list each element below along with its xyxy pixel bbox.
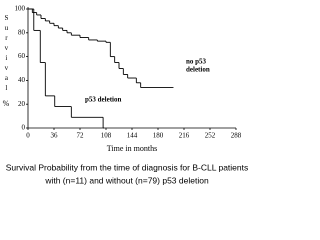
y-tick-label: 40 xyxy=(18,76,26,84)
series-label: no p53 xyxy=(186,58,207,66)
y-tick-label: 80 xyxy=(18,28,26,36)
y-axis-unit: % xyxy=(3,99,10,108)
x-tick-label: 216 xyxy=(179,132,190,140)
x-tick-label: 72 xyxy=(77,132,85,140)
y-tick-label: 60 xyxy=(18,52,26,60)
x-tick-label: 0 xyxy=(26,132,30,140)
series-label: deletion xyxy=(186,66,210,74)
x-axis-label: Time in months xyxy=(107,144,157,153)
y-axis-label: Survival xyxy=(2,14,10,94)
x-tick-label: 252 xyxy=(205,132,216,140)
caption: Survival Probability from the time of di… xyxy=(6,162,249,172)
x-tick-label: 180 xyxy=(153,132,164,140)
x-tick-label: 144 xyxy=(127,132,138,140)
caption: with (n=11) and without (n=79) p53 delet… xyxy=(44,175,209,185)
y-tick-label: 100 xyxy=(15,5,26,13)
y-tick-label: 20 xyxy=(18,100,26,108)
x-tick-label: 36 xyxy=(51,132,59,140)
x-tick-label: 108 xyxy=(101,132,112,140)
y-tick-label: 0 xyxy=(22,124,26,132)
series-label: p53 deletion xyxy=(85,96,121,104)
chart: Survival % Time in months Survival Proba… xyxy=(2,5,249,186)
x-tick-label: 288 xyxy=(231,132,242,140)
